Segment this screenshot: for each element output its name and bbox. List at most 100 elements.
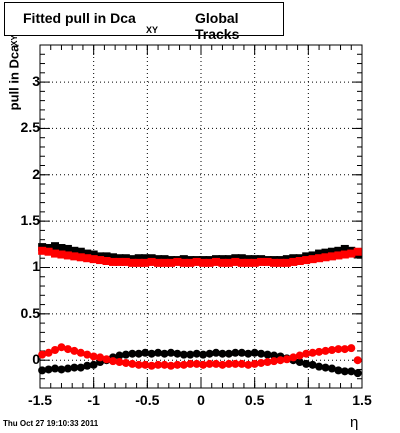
series-1-point <box>308 255 317 264</box>
series-3-point <box>224 359 233 368</box>
series-2-point <box>192 349 201 358</box>
series-0-point <box>141 254 150 263</box>
x-tick-label: -0.5 <box>135 392 160 408</box>
series-1-point <box>154 258 163 267</box>
series-1-point <box>166 258 175 267</box>
series-3-point <box>154 360 163 369</box>
series-1-point <box>327 252 336 261</box>
series-3-point <box>289 353 298 362</box>
series-1-point <box>70 252 79 261</box>
series-3-point <box>179 360 188 369</box>
series-2-point <box>244 349 253 358</box>
series-3-point <box>263 358 272 367</box>
series-0-point <box>340 244 349 253</box>
series-2-point <box>173 349 182 358</box>
series-1-point <box>173 257 182 266</box>
y-tick-label: 1.5 <box>20 212 40 229</box>
series-2-point <box>257 349 266 358</box>
series-1-point <box>289 257 298 266</box>
series-3-point <box>70 346 79 355</box>
series-3-point <box>173 360 182 369</box>
series-1-point <box>276 258 285 267</box>
series-0-point <box>83 249 92 258</box>
series-3-point <box>89 352 98 361</box>
series-2-point <box>83 361 92 370</box>
series-3-point <box>276 356 285 365</box>
series-1-point <box>295 256 304 265</box>
series-2-point <box>250 348 259 357</box>
series-2-point <box>179 350 188 359</box>
y-axis-label-subscript: XY <box>9 35 19 46</box>
series-1-point <box>340 250 349 259</box>
series-2-point <box>231 348 240 357</box>
series-3-point <box>96 353 105 362</box>
title-main: Fitted pull in Dca <box>23 10 136 26</box>
series-1-point <box>134 258 143 267</box>
series-3-point <box>121 358 130 367</box>
series-3-point <box>340 345 349 354</box>
series-0-point <box>108 253 117 262</box>
series-3-point <box>334 345 343 354</box>
series-0-point <box>327 247 336 256</box>
series-3-point <box>315 347 324 356</box>
x-tick-label: 0.5 <box>244 392 265 408</box>
series-1-point <box>199 258 208 267</box>
series-3-point <box>115 358 124 367</box>
series-1-point <box>102 256 111 265</box>
series-1-point <box>212 257 221 266</box>
series-0-point <box>70 246 79 255</box>
series-2-point <box>315 362 324 371</box>
series-1-point <box>76 253 85 262</box>
series-1-point <box>57 250 66 259</box>
series-2-point <box>57 365 66 374</box>
series-3-point <box>218 360 227 369</box>
y-tick-label: 0.5 <box>20 304 40 321</box>
series-1-point <box>321 253 330 262</box>
series-2-point <box>160 349 169 358</box>
series-2-point <box>141 348 150 357</box>
series-0-point <box>63 244 72 253</box>
series-1-point <box>347 249 356 258</box>
series-1-point <box>128 258 137 267</box>
series-2-point <box>263 350 272 359</box>
series-1-point <box>263 257 272 266</box>
x-tick-label: 0 <box>197 392 205 408</box>
series-2-point <box>340 367 349 376</box>
series-2-point <box>44 365 53 374</box>
series-3-point <box>147 361 156 370</box>
title-subscript: XY <box>146 25 159 35</box>
x-tick-label: -1 <box>87 392 100 408</box>
series-0-point <box>102 252 111 261</box>
series-2-point <box>347 367 356 376</box>
series-2-point <box>224 349 233 358</box>
series-1-point <box>89 255 98 264</box>
title-box: Fitted pull in Dca XY Global Tracks <box>4 2 284 42</box>
series-0-point <box>237 254 246 263</box>
series-1-point <box>282 258 291 267</box>
x-axis-label: η <box>350 414 359 431</box>
series-1-point <box>63 251 72 260</box>
series-1-point <box>269 258 278 267</box>
series-3-point <box>186 359 195 368</box>
series-1-point <box>205 258 214 267</box>
series-3-point <box>295 351 304 360</box>
series-3-point <box>108 357 117 366</box>
series-1-point <box>108 257 117 266</box>
series-2-point <box>353 369 362 378</box>
series-3-point <box>244 360 253 369</box>
series-1-point <box>302 256 311 265</box>
series-0-point <box>51 242 60 251</box>
series-2-point <box>237 348 246 357</box>
series-2-point <box>38 366 47 375</box>
series-1-point <box>160 258 169 267</box>
series-1-point <box>121 257 130 266</box>
series-1-point <box>250 258 259 267</box>
series-0-point <box>76 247 85 256</box>
series-3-point <box>302 349 311 358</box>
series-2-point <box>205 349 214 358</box>
data-points <box>38 242 362 378</box>
series-3-point <box>231 359 240 368</box>
series-2-point <box>321 363 330 372</box>
series-1-point <box>186 258 195 267</box>
series-2-point <box>63 364 72 373</box>
